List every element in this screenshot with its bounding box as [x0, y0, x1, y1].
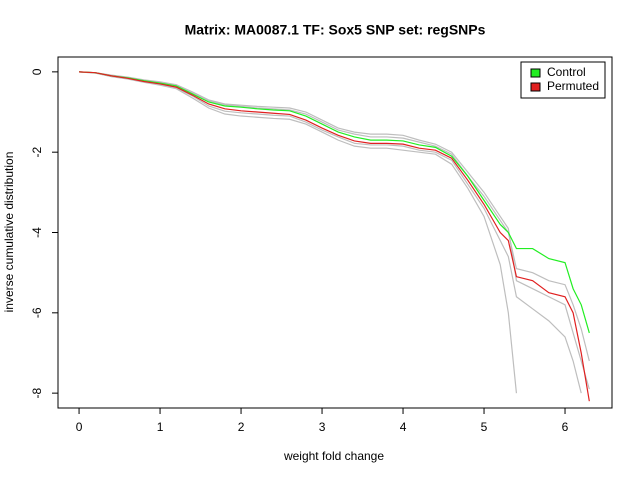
legend-swatch	[530, 68, 541, 78]
series-line	[79, 71, 590, 390]
plot-frame	[57, 56, 613, 409]
legend-label: Permuted	[547, 79, 599, 93]
legend-label: Control	[547, 65, 586, 79]
y-tick-label: -8	[30, 387, 44, 398]
y-tick-label: 0	[30, 68, 44, 75]
x-axis-label: weight fold change	[283, 449, 384, 463]
series-line	[79, 71, 518, 394]
series-line	[79, 71, 590, 402]
x-tick-label: 2	[238, 420, 245, 434]
x-tick-label: 4	[400, 420, 407, 434]
y-tick-label: -4	[30, 227, 44, 238]
x-tick-label: 1	[157, 420, 164, 434]
x-tick-label: 6	[562, 420, 569, 434]
legend-swatch	[530, 82, 541, 92]
y-axis-label: inverse cumulative distribution	[2, 152, 16, 313]
series-line	[79, 71, 590, 334]
y-tick-label: -2	[30, 147, 44, 158]
y-tick-label: -6	[30, 307, 44, 318]
legend-box	[520, 61, 606, 99]
x-tick-label: 3	[319, 420, 326, 434]
x-tick-label: 0	[76, 420, 83, 434]
chart-title: Matrix: MA0087.1 TF: Sox5 SNP set: regSN…	[185, 22, 486, 38]
x-tick-label: 5	[481, 420, 488, 434]
